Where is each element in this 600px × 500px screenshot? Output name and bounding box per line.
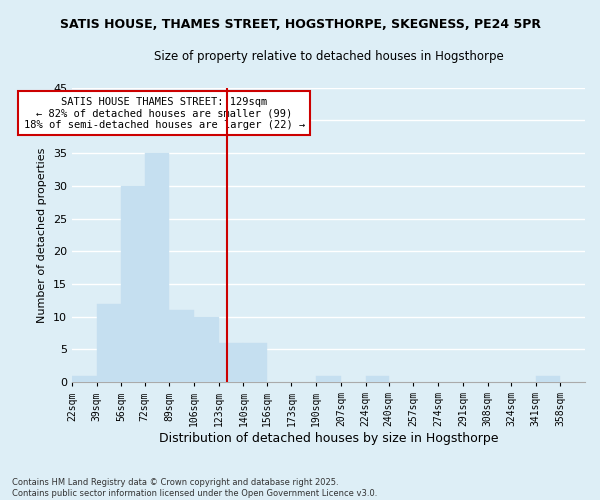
Bar [536,376,560,382]
Bar [169,310,194,382]
Bar [316,376,341,382]
Text: SATIS HOUSE THAMES STREET: 129sqm
← 82% of detached houses are smaller (99)
18% : SATIS HOUSE THAMES STREET: 129sqm ← 82% … [23,96,305,130]
Text: SATIS HOUSE, THAMES STREET, HOGSTHORPE, SKEGNESS, PE24 5PR: SATIS HOUSE, THAMES STREET, HOGSTHORPE, … [59,18,541,30]
Bar [194,316,219,382]
Bar [121,186,145,382]
Text: Contains HM Land Registry data © Crown copyright and database right 2025.
Contai: Contains HM Land Registry data © Crown c… [12,478,377,498]
Bar [72,376,97,382]
Bar [145,153,169,382]
Bar [219,343,244,382]
Bar [244,343,266,382]
Bar [97,304,121,382]
Bar [365,376,389,382]
Title: Size of property relative to detached houses in Hogsthorpe: Size of property relative to detached ho… [154,50,503,63]
X-axis label: Distribution of detached houses by size in Hogsthorpe: Distribution of detached houses by size … [159,432,498,445]
Y-axis label: Number of detached properties: Number of detached properties [37,148,47,322]
